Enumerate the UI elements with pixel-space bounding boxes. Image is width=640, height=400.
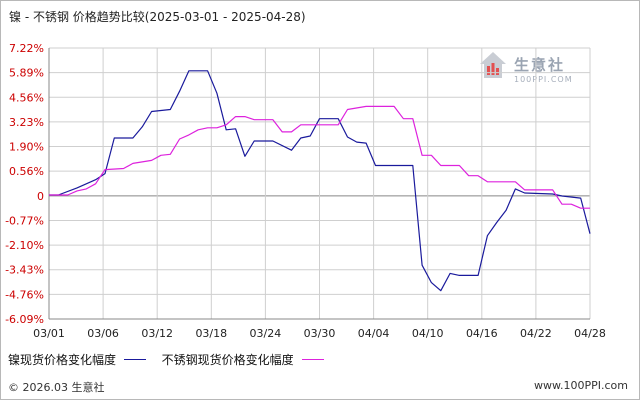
x-tick-label: 03/06 bbox=[87, 327, 119, 340]
y-tick-label: 0 bbox=[37, 190, 44, 203]
axes bbox=[48, 48, 590, 320]
house-logo-icon bbox=[480, 52, 506, 78]
x-tick-label: 04/16 bbox=[466, 327, 498, 340]
x-tick-label: 03/30 bbox=[304, 327, 336, 340]
series-line-stainless bbox=[49, 105, 590, 209]
y-tick-label: -2.10% bbox=[5, 239, 44, 252]
x-tick-labels: 03/01 03/06 03/12 03/18 03/24 03/30 04/04 04/10… bbox=[33, 327, 606, 340]
x-tick-label: 03/12 bbox=[141, 327, 173, 340]
y-tick-label: 5.89% bbox=[9, 67, 44, 80]
legend-label-nickel: 镍现货价格变化幅度 bbox=[8, 353, 117, 367]
legend-item-stainless: 不锈钢现货价格变化幅度 bbox=[162, 351, 336, 368]
y-tick-label: -6.09% bbox=[5, 313, 44, 326]
brand-watermark-url: 100PPI.COM bbox=[514, 75, 573, 84]
legend-label-stainless: 不锈钢现货价格变化幅度 bbox=[161, 353, 294, 367]
y-tick-label: 7.22% bbox=[9, 42, 44, 55]
series-line-nickel bbox=[49, 70, 591, 292]
y-tick-label: 3.23% bbox=[9, 116, 44, 129]
x-tick-label: 04/28 bbox=[574, 327, 606, 340]
copyright-text: © 2026.03 生意社 bbox=[8, 381, 105, 394]
legend-swatch-stainless bbox=[301, 358, 324, 360]
grid-lines bbox=[48, 47, 591, 320]
legend: 镍现货价格变化幅度 不锈钢现货价格变化幅度 bbox=[8, 351, 336, 368]
brand-watermark-name: 生意社 bbox=[514, 56, 566, 74]
y-tick-labels: 7.22% 5.89% 4.56% 3.23% 1.90% 0.56% 0 -0.77% -2.… bbox=[5, 42, 44, 326]
y-tick-label: -4.76% bbox=[5, 288, 44, 301]
brand-watermark: 生意社 100PPI.COM bbox=[478, 50, 582, 92]
legend-swatch-nickel bbox=[123, 358, 146, 360]
site-url: www.100PPI.com bbox=[534, 379, 628, 392]
y-tick-label: -0.77% bbox=[5, 214, 44, 227]
y-tick-label: 1.90% bbox=[9, 141, 44, 154]
x-tick-label: 03/01 bbox=[33, 327, 65, 340]
legend-item-nickel: 镍现货价格变化幅度 bbox=[8, 351, 158, 368]
series-lines bbox=[49, 70, 591, 292]
y-tick-label: 0.56% bbox=[9, 165, 44, 178]
x-tick-label: 03/18 bbox=[195, 327, 227, 340]
x-tick-label: 04/22 bbox=[520, 327, 552, 340]
x-tick-label: 04/10 bbox=[412, 327, 444, 340]
x-tick-label: 03/24 bbox=[250, 327, 282, 340]
chart-title: 镍 - 不锈钢 价格趋势比较(2025-03-01 - 2025-04-28) bbox=[9, 10, 306, 24]
y-tick-label: 4.56% bbox=[9, 91, 44, 104]
x-tick-label: 04/04 bbox=[358, 327, 390, 340]
y-tick-label: -3.43% bbox=[5, 264, 44, 277]
